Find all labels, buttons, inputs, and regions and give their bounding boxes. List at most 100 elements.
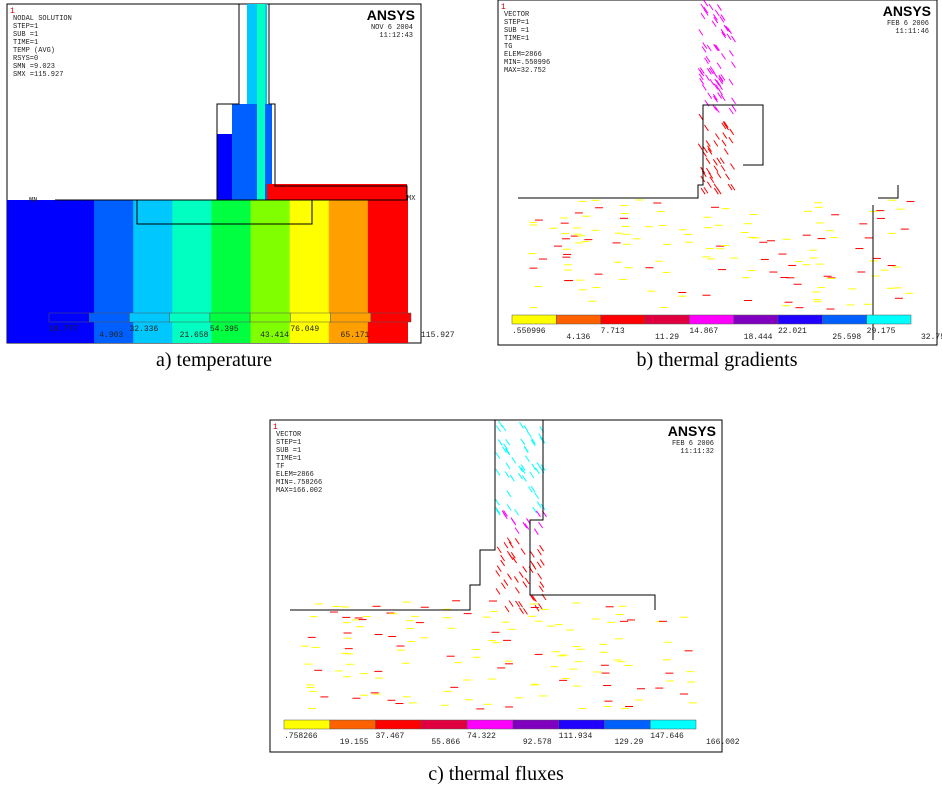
legend-label: 14.867: [689, 327, 718, 336]
plot-time: 11:11:32: [680, 448, 714, 456]
caption: b) thermal gradients: [636, 349, 797, 371]
legend-swatch: [867, 315, 911, 324]
legend-label: 76.049: [290, 325, 319, 334]
plot-info: MAX=166.002: [276, 487, 322, 495]
legend-swatch: [376, 720, 422, 729]
plot-info: TIME=1: [276, 455, 301, 463]
caption: a) temperature: [156, 349, 272, 371]
legend-swatch: [513, 720, 559, 729]
plot-info: SMN =9.023: [13, 63, 55, 71]
legend-swatch: [734, 315, 778, 324]
plot-info: ELEM=2866: [276, 471, 314, 479]
contour-band: [7, 200, 55, 343]
legend-label: 21.658: [180, 331, 209, 340]
panel: 1VECTORSTEP=1SUB =1TIME=1TGELEM=2866MIN=…: [498, 0, 942, 345]
plot-info: TG: [504, 43, 512, 51]
figure: 1NODAL SOLUTIONSTEP=1SUB =1TIME=1TEMP (A…: [0, 0, 942, 794]
plot-info: VECTOR: [276, 431, 302, 439]
plot-info: SUB =1: [504, 27, 529, 35]
legend-swatch: [822, 315, 866, 324]
plot-info: RSYS=0: [13, 55, 38, 63]
legend-swatch: [170, 313, 210, 322]
plot-time: 11:12:43: [379, 32, 413, 40]
plot-info: NODAL SOLUTION: [13, 15, 72, 23]
min-marker: MN: [29, 197, 37, 205]
plot-info: TEMP (AVG): [13, 47, 55, 55]
plot-info: SUB =1: [276, 447, 301, 455]
legend-label: 4.903: [99, 331, 123, 340]
legend-swatch: [645, 315, 689, 324]
plot-info: VECTOR: [504, 11, 530, 19]
legend-swatch: [650, 720, 696, 729]
legend-swatch: [210, 313, 250, 322]
legend-swatch: [689, 315, 733, 324]
plot-info: MAX=32.752: [504, 67, 546, 75]
legend-label: 4.136: [566, 333, 590, 342]
plot-info: SUB =1: [13, 31, 38, 39]
legend-swatch: [778, 315, 822, 324]
legend-label: 43.414: [260, 331, 289, 340]
legend-label: 22.021: [778, 327, 807, 336]
legend-label: 111.934: [559, 732, 593, 741]
legend-swatch: [49, 313, 89, 322]
caption: c) thermal fluxes: [428, 763, 564, 785]
legend-swatch: [330, 720, 376, 729]
legend-label: .550996: [512, 327, 546, 336]
legend-label: 25.598: [832, 333, 861, 342]
legend-swatch: [89, 313, 129, 322]
plot-date: NOV 6 2004: [371, 24, 413, 32]
plot-info: STEP=1: [13, 23, 38, 31]
plot-info: STEP=1: [504, 19, 529, 27]
plot-info: MIN=.758266: [276, 479, 322, 487]
plot-info: TIME=1: [504, 35, 529, 43]
plot-date: FEB 6 2006: [672, 440, 714, 448]
plot-info: MIN=.550996: [504, 59, 550, 67]
plot-time: 11:11:46: [895, 28, 929, 36]
legend-label: 37.467: [376, 732, 405, 741]
legend-label: 65.171: [341, 331, 370, 340]
legend-swatch: [129, 313, 169, 322]
legend-label: 129.29: [614, 738, 643, 747]
legend-swatch: [290, 313, 330, 322]
legend-swatch: [284, 720, 330, 729]
plot-info: SMX =115.927: [13, 71, 63, 79]
panel: 1VECTORSTEP=1SUB =1TIME=1TFELEM=2866MIN=…: [270, 420, 740, 752]
legend-label: 11.29: [655, 333, 679, 342]
legend-label: 32.752: [921, 333, 942, 342]
plot-info: TIME=1: [13, 39, 38, 47]
legend-swatch: [371, 313, 411, 322]
legend-label: 7.713: [601, 327, 625, 336]
plot-info: TF: [276, 463, 284, 471]
legend-swatch: [601, 315, 645, 324]
legend-swatch: [421, 720, 467, 729]
plot-date: FEB 6 2006: [887, 20, 929, 28]
plot-info: STEP=1: [276, 439, 301, 447]
contour-region: [217, 134, 232, 200]
legend-label: 32.336: [129, 325, 158, 334]
legend-label: 18.444: [744, 333, 773, 342]
legend-swatch: [250, 313, 290, 322]
plot-info: ELEM=2866: [504, 51, 542, 59]
legend-swatch: [556, 315, 600, 324]
legend-label: 19.155: [340, 738, 369, 747]
legend-swatch: [604, 720, 650, 729]
contour-region: [232, 104, 272, 200]
logo: ANSYS: [668, 423, 716, 439]
logo: ANSYS: [367, 7, 415, 23]
legend-label: .758266: [284, 732, 318, 741]
legend-label: 166.002: [706, 738, 740, 747]
legend-swatch: [331, 313, 371, 322]
legend-label: 54.395: [210, 325, 239, 334]
legend-label: 147.646: [650, 732, 684, 741]
legend-swatch: [559, 720, 605, 729]
legend-label: 115.927: [421, 331, 455, 340]
max-marker: MX: [407, 195, 416, 203]
legend-label: 29.175: [867, 327, 896, 336]
legend-label: 74.322: [467, 732, 496, 741]
legend-label: 92.578: [523, 738, 552, 747]
legend-swatch: [512, 315, 556, 324]
contour-region: [257, 4, 265, 200]
logo: ANSYS: [883, 3, 931, 19]
legend-label: 55.866: [431, 738, 460, 747]
